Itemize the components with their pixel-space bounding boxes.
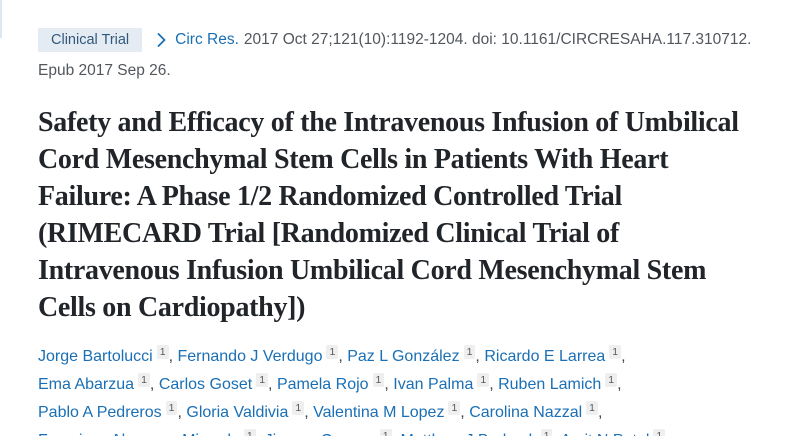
journal-link[interactable]: Circ Res. <box>175 31 239 48</box>
authors-list: Jorge Bartolucci 1, Fernando J Verdugo 1, … <box>38 343 744 436</box>
author-item: Jimena Cuenca1, <box>265 429 396 436</box>
affiliation-superscript[interactable]: 1 <box>448 401 461 415</box>
author-separator: , <box>665 432 669 436</box>
author-link[interactable]: Paz L González <box>347 348 460 365</box>
author-link[interactable]: Ruben Lamich <box>498 376 602 393</box>
author-item: Francisca Alcayaga-Miranda1, <box>38 429 260 436</box>
citation-text: 2017 Oct 27;121(10):1192-1204. doi: 10.1… <box>243 31 752 48</box>
affiliation-superscript[interactable]: 1 <box>609 345 622 359</box>
affiliation-superscript[interactable]: 1 <box>463 345 476 359</box>
affiliation-superscript[interactable]: 1 <box>292 401 305 415</box>
author-link[interactable]: Carlos Goset <box>158 376 253 393</box>
affiliation-superscript[interactable]: 1 <box>477 373 490 387</box>
author-link[interactable]: Amit N Patel <box>560 432 649 436</box>
author-link[interactable]: Ivan Palma <box>393 376 474 393</box>
author-item: Pamela Rojo 1, <box>276 373 389 393</box>
author-separator: , <box>621 348 626 365</box>
author-separator: , <box>304 404 309 421</box>
affiliation-superscript[interactable]: 1 <box>605 373 618 387</box>
author-separator: , <box>617 376 622 393</box>
author-item: Fernando J Verdugo 1, <box>177 345 343 365</box>
author-separator: , <box>597 404 603 421</box>
affiliation-superscript[interactable]: 1 <box>156 345 169 359</box>
author-link[interactable]: Fernando J Verdugo <box>177 348 323 365</box>
author-separator: , <box>552 432 556 436</box>
author-link[interactable]: Jorge Bartolucci <box>38 348 153 365</box>
author-link[interactable]: Pablo A Pedreros <box>38 404 162 421</box>
epub-date: Epub 2017 Sep 26. <box>38 62 171 79</box>
affiliation-superscript[interactable]: 1 <box>138 373 150 387</box>
author-link[interactable]: Ricardo E Larrea <box>484 348 606 365</box>
author-item: Carlos Goset 1, <box>158 373 273 393</box>
author-link[interactable]: Ema Abarzua <box>38 376 135 393</box>
affiliation-superscript[interactable]: 1 <box>165 401 178 415</box>
affiliation-superscript[interactable]: 1 <box>243 429 256 436</box>
author-link[interactable]: Jimena Cuenca <box>265 432 376 436</box>
author-separator: , <box>489 376 494 393</box>
author-item: Paz L González 1, <box>347 345 480 365</box>
affiliation-superscript[interactable]: 1 <box>379 429 392 436</box>
citation-line: Clinical Trial Circ Res. 2017 Oct 27;121… <box>38 28 751 52</box>
author-link[interactable]: Francisca Alcayaga-Miranda <box>38 432 240 436</box>
affiliation-superscript[interactable]: 1 <box>653 429 666 436</box>
author-separator: , <box>338 348 343 365</box>
author-item: Amit N Patel 1, <box>560 429 670 436</box>
author-separator: , <box>168 348 174 365</box>
affiliation-superscript[interactable]: 1 <box>540 429 553 436</box>
author-separator: , <box>475 348 480 365</box>
author-item: Carolina Nazzal 1, <box>469 401 603 421</box>
author-item: Ema Abarzua 1, <box>38 373 155 393</box>
window-edge-artifact <box>0 0 2 38</box>
author-item: Valentina M Lopez 1, <box>313 401 465 421</box>
author-separator: , <box>460 404 465 421</box>
author-separator: , <box>384 376 389 393</box>
author-item: Jorge Bartolucci 1, <box>38 345 174 365</box>
author-separator: , <box>392 432 396 436</box>
author-separator: , <box>177 404 182 421</box>
author-link[interactable]: Valentina M Lopez <box>313 404 445 421</box>
author-item: Matthew J Brobeck1, <box>401 429 557 436</box>
author-item: Pablo A Pedreros 1, <box>38 401 182 421</box>
author-separator: , <box>256 432 260 436</box>
publication-type-badge[interactable]: Clinical Trial <box>38 28 143 52</box>
affiliation-superscript[interactable]: 1 <box>326 345 339 359</box>
author-separator: , <box>268 376 273 393</box>
author-item: Gloria Valdivia 1, <box>186 401 309 421</box>
author-link[interactable]: Gloria Valdivia <box>186 404 289 421</box>
article-citation-header: Clinical Trial Circ Res. 2017 Oct 27;121… <box>38 28 751 81</box>
author-link[interactable]: Matthew J Brobeck <box>401 432 537 436</box>
author-separator: , <box>149 376 155 393</box>
chevron-right-icon <box>157 33 166 47</box>
author-item: Ivan Palma 1, <box>393 373 494 393</box>
author-item: Ruben Lamich 1, <box>498 373 622 393</box>
article-title: Safety and Efficacy of the Intravenous I… <box>38 107 739 323</box>
author-link[interactable]: Carolina Nazzal <box>469 404 583 421</box>
author-item: Ricardo E Larrea 1, <box>484 345 626 365</box>
affiliation-superscript[interactable]: 1 <box>372 373 385 387</box>
author-link[interactable]: Pamela Rojo <box>276 376 369 393</box>
affiliation-superscript[interactable]: 1 <box>256 373 269 387</box>
affiliation-superscript[interactable]: 1 <box>586 401 598 415</box>
